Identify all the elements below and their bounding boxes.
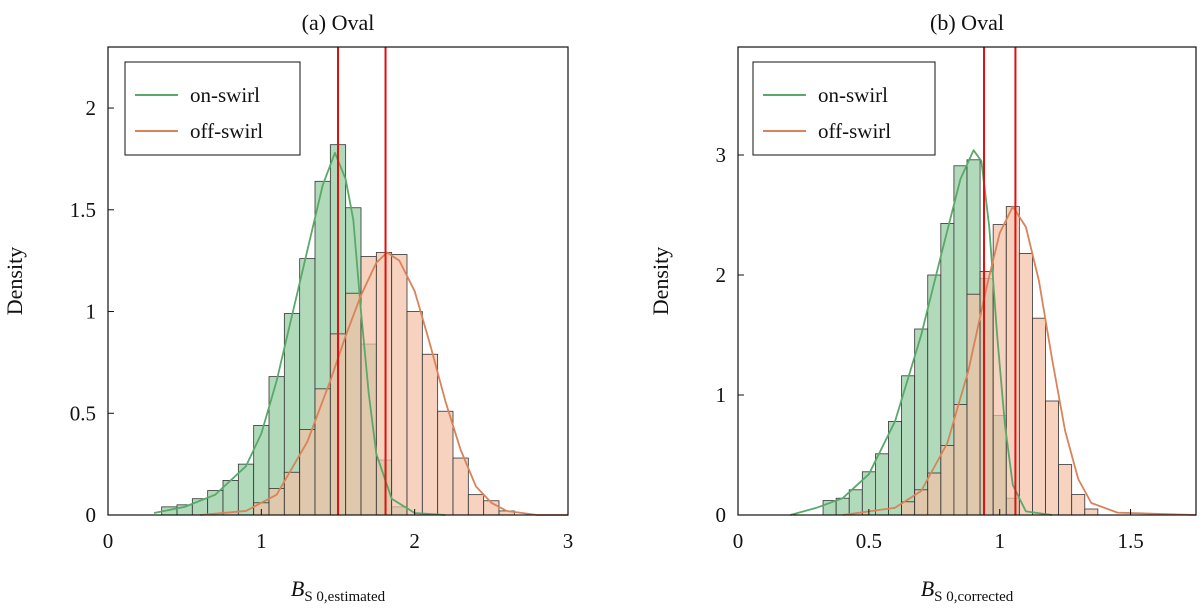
- chart-marks: [790, 47, 1197, 516]
- bar-on-swirl-4: [875, 453, 889, 516]
- x-axis-label-sub: S 0,estimated: [304, 589, 385, 605]
- bar-off-swirl-4: [314, 388, 331, 516]
- bar-off-swirl-12: [437, 410, 454, 516]
- legend-label-on-swirl: on-swirl: [818, 83, 888, 107]
- x-tick-label: 1.5: [1117, 529, 1143, 553]
- x-tick-label: 0: [733, 529, 744, 553]
- legend-label-on-swirl: on-swirl: [190, 83, 260, 107]
- bar-on-swirl-6: [253, 425, 270, 516]
- legend-label-off-swirl: off-swirl: [190, 119, 263, 143]
- y-tick-label: 0.5: [70, 401, 96, 425]
- y-axis-label: Density: [2, 247, 27, 315]
- density-curve-on-swirl: [153, 151, 446, 516]
- bar-on-swirl-2: [848, 489, 863, 516]
- density-curve-off-swirl: [199, 251, 568, 516]
- y-axis-label: Density: [648, 247, 673, 315]
- bar-off-swirl-9: [1018, 252, 1033, 516]
- bar-off-swirl-11: [1045, 400, 1060, 516]
- bar-on-swirl-5: [888, 420, 902, 516]
- x-tick-label: 1: [994, 529, 1005, 553]
- chart-title: (b) Oval: [930, 10, 1004, 35]
- legend-label-off-swirl: off-swirl: [818, 119, 891, 143]
- tick-layer: 0 0.5 1 1.5 0 1 2 3: [716, 143, 1144, 553]
- bar-off-swirl-1: [268, 488, 285, 516]
- bar-off-swirl-13: [1071, 494, 1086, 516]
- y-tick-label: 0: [716, 503, 727, 527]
- plot-frame: [737, 46, 1197, 516]
- bar-off-swirl-11: [421, 353, 439, 516]
- x-tick-label: 0.5: [856, 529, 882, 553]
- bar-off-swirl-6: [345, 292, 362, 516]
- tick-layer: 0 1 2 3 0 0.5 1 1.5 2: [70, 96, 574, 553]
- bar-on-swirl-7: [914, 328, 929, 516]
- bar-off-swirl-4: [953, 404, 968, 516]
- y-tick-label: 2: [716, 263, 727, 287]
- x-tick-label: 2: [409, 529, 420, 553]
- legend-box: [752, 61, 936, 156]
- bar-off-swirl-10: [1032, 317, 1046, 516]
- bar-off-swirl-8: [1005, 206, 1020, 516]
- bar-off-swirl-10: [406, 311, 423, 516]
- y-tick-label: 3: [716, 143, 727, 167]
- bar-off-swirl-12: [1058, 464, 1073, 516]
- chart-marks: [153, 47, 568, 516]
- bar-on-swirl-6: [901, 375, 916, 516]
- chart-title: (a) Oval: [302, 10, 375, 35]
- density-curve-on-swirl: [790, 149, 1053, 516]
- x-axis-label: BS 0,corrected: [921, 576, 1014, 605]
- bar-off-swirl-3: [940, 444, 955, 516]
- legend: on-swirl off-swirl: [752, 61, 936, 156]
- density-curve-off-swirl: [842, 205, 1197, 516]
- bar-off-swirl-14: [467, 494, 485, 516]
- legend: on-swirl off-swirl: [124, 61, 301, 156]
- bar-off-swirl-13: [452, 457, 469, 516]
- x-axis-label-main: B: [291, 576, 304, 601]
- y-tick-label: 0: [86, 503, 97, 527]
- panel-b: (b) Oval 0 0.5 1 1.5 0 1 2 3 Density BS 0,corre…: [648, 10, 1197, 605]
- y-tick-label: 1: [86, 300, 97, 324]
- bar-off-swirl-9: [391, 254, 408, 516]
- y-tick-label: 1.5: [70, 198, 96, 222]
- x-tick-label: 0: [103, 529, 114, 553]
- plot-frame: [107, 46, 569, 516]
- bar-off-swirl-0: [901, 501, 916, 516]
- bar-off-swirl-14: [1084, 508, 1099, 516]
- x-axis-label-sub: S 0,corrected: [934, 589, 1014, 605]
- x-axis-label: BS 0,estimated: [291, 576, 386, 605]
- x-tick-label: 1: [256, 529, 267, 553]
- y-tick-label: 2: [86, 96, 97, 120]
- x-axis-label-main: B: [921, 576, 934, 601]
- x-tick-label: 3: [563, 529, 574, 553]
- y-tick-label: 1: [716, 383, 727, 407]
- bar-off-swirl-2: [927, 472, 942, 516]
- panel-a: (a) Oval 0 1 2 3 0 0.5 1 1.5 2 Density BS 0,esti…: [2, 10, 573, 605]
- legend-box: [124, 61, 301, 156]
